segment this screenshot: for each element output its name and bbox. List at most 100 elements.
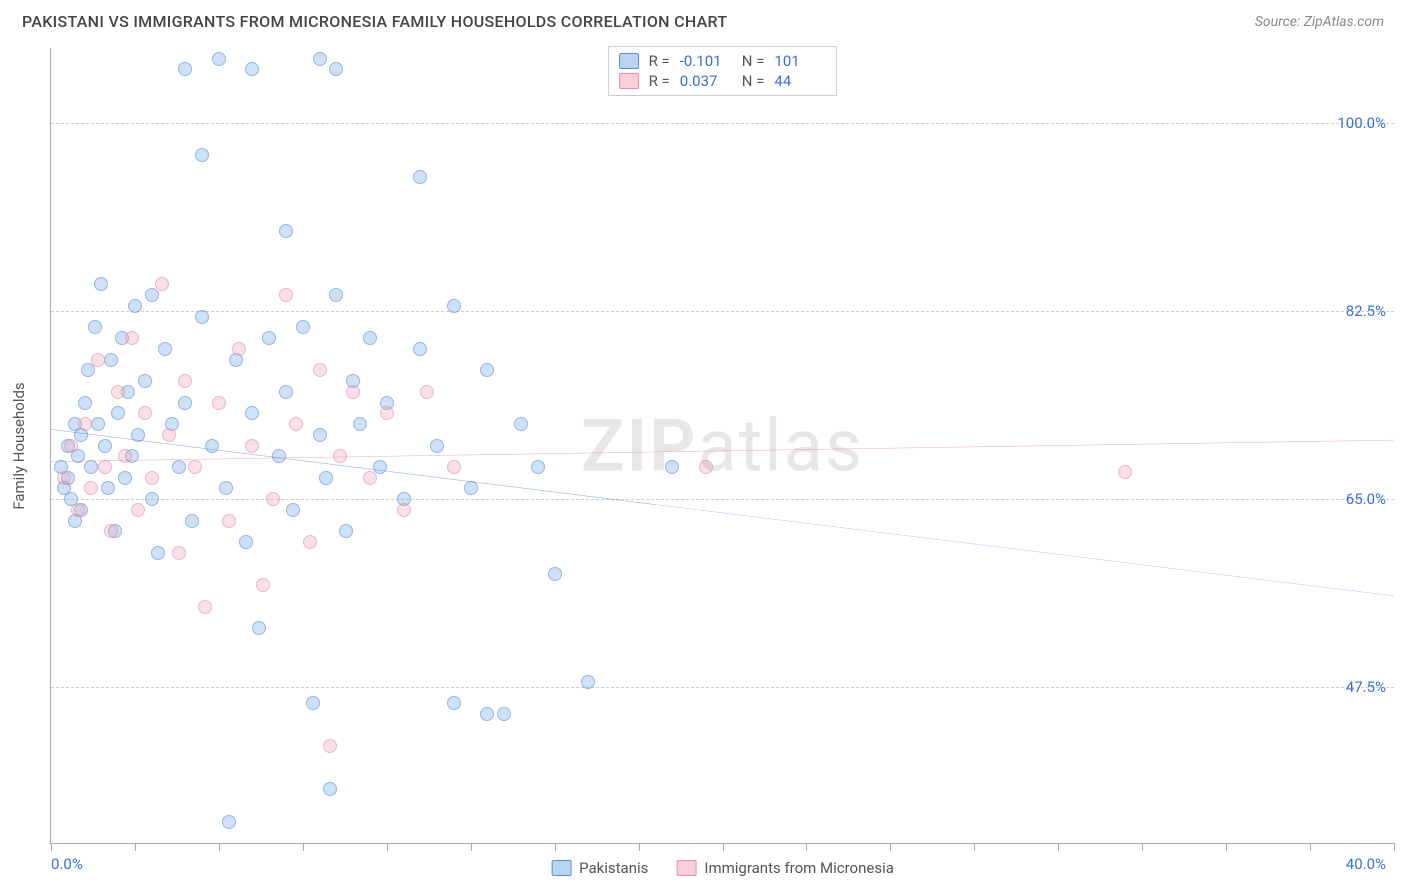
- data-point: [71, 503, 85, 517]
- stats-row-micronesia: R = 0.037 N = 44: [619, 71, 827, 91]
- data-point: [195, 148, 209, 162]
- data-point: [665, 460, 679, 474]
- data-point: [581, 675, 595, 689]
- data-point: [323, 782, 337, 796]
- data-point: [313, 52, 327, 66]
- x-tick: [806, 843, 807, 851]
- data-point: [84, 481, 98, 495]
- data-point: [329, 288, 343, 302]
- y-axis-label: Family Households: [10, 382, 28, 509]
- data-point: [188, 460, 202, 474]
- source-label: Source: ZipAtlas.com: [1255, 14, 1384, 30]
- legend-label: Pakistanis: [579, 859, 648, 877]
- data-point: [514, 417, 528, 431]
- data-point: [155, 277, 169, 291]
- x-tick: [1058, 843, 1059, 851]
- r-label: R =: [649, 72, 670, 90]
- data-point: [447, 460, 461, 474]
- data-point: [420, 385, 434, 399]
- data-point: [125, 331, 139, 345]
- data-point: [333, 449, 347, 463]
- data-point: [531, 460, 545, 474]
- data-point: [363, 471, 377, 485]
- data-point: [245, 406, 259, 420]
- data-point: [104, 353, 118, 367]
- data-point: [430, 439, 444, 453]
- x-tick: [219, 843, 220, 851]
- data-point: [118, 449, 132, 463]
- data-point: [138, 406, 152, 420]
- data-point: [222, 514, 236, 528]
- data-point: [699, 460, 713, 474]
- data-point: [413, 342, 427, 356]
- x-tick: [890, 843, 891, 851]
- data-point: [373, 460, 387, 474]
- data-point: [219, 481, 233, 495]
- data-point: [296, 320, 310, 334]
- data-point: [306, 696, 320, 710]
- data-point: [447, 299, 461, 313]
- data-point: [145, 288, 159, 302]
- data-point: [98, 439, 112, 453]
- chart-area: Family Households 100.0%82.5%65.0%47.5% …: [50, 48, 1394, 844]
- legend-item-pakistanis: Pakistanis: [551, 859, 648, 877]
- data-point: [195, 310, 209, 324]
- data-point: [319, 471, 333, 485]
- legend-item-micronesia: Immigrants from Micronesia: [676, 859, 894, 877]
- data-point: [303, 535, 317, 549]
- data-point: [94, 277, 108, 291]
- data-point: [339, 524, 353, 538]
- data-point: [178, 396, 192, 410]
- data-point: [313, 428, 327, 442]
- data-point: [151, 546, 165, 560]
- data-point: [158, 342, 172, 356]
- x-tick: [1394, 843, 1395, 851]
- data-point: [447, 696, 461, 710]
- swatch-icon: [619, 53, 639, 69]
- data-point: [178, 62, 192, 76]
- data-point: [81, 363, 95, 377]
- data-point: [131, 503, 145, 517]
- data-point: [245, 62, 259, 76]
- data-point: [464, 481, 478, 495]
- data-point: [104, 524, 118, 538]
- data-point: [266, 492, 280, 506]
- data-point: [256, 578, 270, 592]
- data-point: [212, 396, 226, 410]
- data-point: [101, 481, 115, 495]
- data-point: [205, 439, 219, 453]
- data-point: [111, 406, 125, 420]
- data-point: [198, 600, 212, 614]
- data-point: [272, 449, 286, 463]
- x-tick: [1310, 843, 1311, 851]
- r-value: -0.101: [680, 52, 732, 70]
- data-point: [222, 815, 236, 829]
- data-point: [548, 567, 562, 581]
- data-point: [252, 621, 266, 635]
- x-tick: [1142, 843, 1143, 851]
- data-point: [78, 396, 92, 410]
- data-point: [98, 460, 112, 474]
- data-point: [172, 460, 186, 474]
- data-point: [111, 385, 125, 399]
- data-point: [88, 320, 102, 334]
- data-point: [497, 707, 511, 721]
- data-point: [185, 514, 199, 528]
- data-point: [380, 406, 394, 420]
- data-point: [138, 374, 152, 388]
- data-point: [91, 353, 105, 367]
- x-tick: [974, 843, 975, 851]
- x-tick: [387, 843, 388, 851]
- data-point: [57, 471, 71, 485]
- data-point: [118, 471, 132, 485]
- x-tick: [1226, 843, 1227, 851]
- n-label: N =: [742, 72, 765, 90]
- data-point: [346, 385, 360, 399]
- n-label: N =: [742, 52, 765, 70]
- data-point: [480, 707, 494, 721]
- data-point: [279, 224, 293, 238]
- x-tick: [639, 843, 640, 851]
- swatch-icon: [676, 860, 696, 876]
- r-value: 0.037: [680, 72, 732, 90]
- data-point: [279, 385, 293, 399]
